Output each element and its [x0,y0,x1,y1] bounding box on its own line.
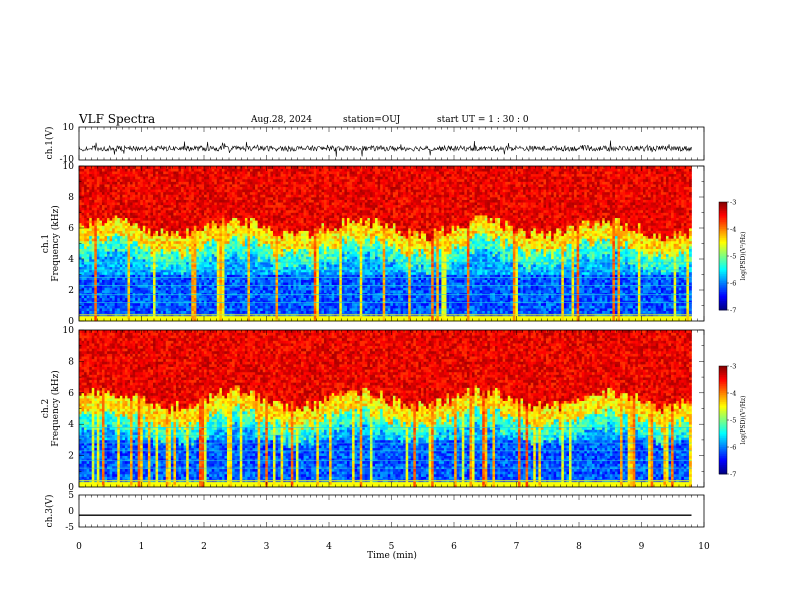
ch2-ytick-2: 2 [68,452,74,462]
ch1-spectrogram-ylabel-frequency: Frequency (kHz) [50,205,61,282]
ch1-colorbar-tick--4: -4 [730,226,736,234]
ch2-colorbar-label: log(PSD)(V²/Hz) [740,396,747,445]
ch1-spectrogram [79,166,692,321]
xtick-10: 10 [698,542,710,552]
ch1-colorbar-label: log(PSD)(V²/Hz) [740,232,747,281]
ch1-ytick-2: 2 [68,286,74,296]
ch1-waveform-line [79,141,692,157]
ch2-colorbar-tick--7: -7 [730,471,736,479]
ch1-colorbar-tick--6: -6 [730,280,736,288]
xtick-8: 8 [576,542,582,552]
ch1-ytick-4: 4 [68,255,74,265]
xtick-7: 7 [514,542,520,552]
ch3-ytick-5: 5 [68,491,74,501]
ch1-colorbar-tick--5: -5 [730,253,736,261]
xtick-2: 2 [201,542,207,552]
ch1-waveform-trace [79,141,692,157]
colorbars: -3 -4 -5 -6 -7 log(PSD)(V²/Hz) -3 -4 -5 -6 -7 log(P… [719,199,747,479]
ch1-spectrogram-ylabel-channel: ch.1 [41,234,51,253]
ch1-colorbar-tick--7: -7 [730,307,736,315]
ch2-ytick-10: 10 [63,326,75,336]
ch2-spectrogram-ylabel-channel: ch.2 [41,399,51,418]
xtick-1: 1 [139,542,145,552]
ch2-colorbar-tick--3: -3 [730,363,736,371]
xtick-3: 3 [264,542,270,552]
ch3-ytick--5: -5 [65,523,74,533]
ch2-colorbar-tick--6: -6 [730,444,736,452]
ch2-ytick-4: 4 [68,420,74,430]
ch1-colorbar-tick--3: -3 [730,199,736,207]
x-axis-label: Time (min) [367,550,417,561]
ch1-ytick-8: 8 [68,193,74,203]
ch2-spectrogram [79,330,692,487]
ch1-ytick-6: 6 [68,224,74,234]
xtick-4: 4 [326,542,332,552]
xtick-9: 9 [639,542,645,552]
xtick-6: 6 [451,542,457,552]
ch2-ytick-8: 8 [68,357,74,367]
ch2-ytick-6: 6 [68,389,74,399]
ch3-ytick-0: 0 [68,507,74,517]
ch2-colorbar-tick--5: -5 [730,417,736,425]
xtick-0: 0 [76,542,82,552]
ch2-colorbar-tick--4: -4 [730,390,736,398]
ch1-ytick-10: 10 [63,162,75,172]
ch2-spectrogram-ylabel-frequency: Frequency (kHz) [50,370,61,447]
ch1-ytick-top: 10 [63,123,75,133]
ch1-waveform-ylabel: ch.1(V) [44,127,55,160]
ch3-waveform-ylabel: ch.3(V) [44,495,55,528]
